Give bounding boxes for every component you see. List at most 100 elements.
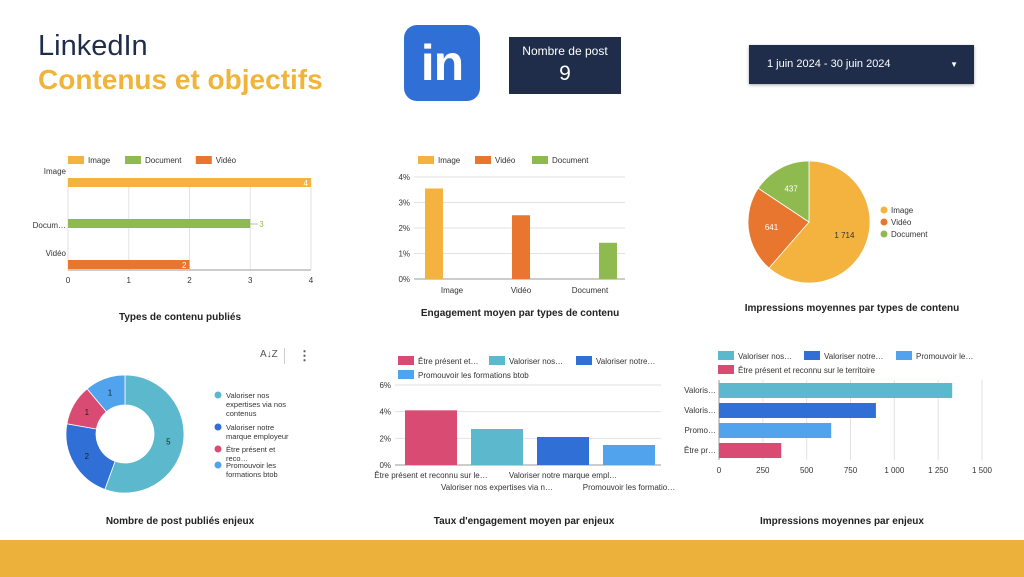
date-range-picker[interactable]: 1 juin 2024 - 30 juin 2024 ▼ <box>749 45 974 84</box>
c4-legend-dot <box>214 461 222 469</box>
c4-legend-line: Valoriser notre <box>226 423 274 432</box>
c5-category: Valoriser nos expertises via n… <box>441 483 553 492</box>
c2-ytick: 2% <box>398 224 410 233</box>
c1-legend-label-2: Vidéo <box>216 156 237 165</box>
c1-bar <box>68 260 190 269</box>
c2-legend-swatch-1 <box>475 156 491 164</box>
c6-legend-label: Valoriser notre… <box>824 352 883 361</box>
c2-ytick: 4% <box>398 173 410 182</box>
c2-legend-swatch-2 <box>532 156 548 164</box>
c6-category: Promo… <box>684 426 716 435</box>
c5-title: Taux d'engagement moyen par enjeux <box>434 516 615 527</box>
c6-legend-swatch <box>804 351 820 360</box>
c5-legend-swatch <box>398 370 414 379</box>
c2-category: Image <box>441 286 464 295</box>
c6-xtick: 750 <box>844 466 858 475</box>
kpi-label: Nombre de post <box>522 44 608 58</box>
c4-legend-label: Valoriser notre marque employeur <box>226 423 289 441</box>
c5-category: Promouvoir les formatio… <box>583 483 675 492</box>
c4-legend-label: Valoriser nos expertises via nos contenus <box>226 391 286 418</box>
c1-legend-label-1: Document <box>145 156 182 165</box>
c5-bar <box>471 429 523 465</box>
c3-legend-label: Document <box>891 230 928 239</box>
dropdown-caret-icon: ▼ <box>950 60 958 69</box>
c5-ytick: 4% <box>379 408 391 417</box>
c4-title: Nombre de post publiés enjeux <box>106 516 255 527</box>
c6-xtick: 250 <box>756 466 770 475</box>
c6-xtick: 1 250 <box>928 466 949 475</box>
c1-title: Types de contenu publiés <box>119 312 241 323</box>
c4-value-label: 2 <box>85 452 90 461</box>
c1-data-label: 2 <box>182 261 187 270</box>
c2-legend-label-1: Vidéo <box>495 156 516 165</box>
c2-ytick: 0% <box>398 275 410 284</box>
c3-legend-label: Vidéo <box>891 218 912 227</box>
kpi-post-count-card: Nombre de post 9 <box>509 37 621 94</box>
c6-legend-label: Être présent et reconnu sur le territoir… <box>738 366 876 375</box>
c2-bar <box>425 188 443 279</box>
c4-legend-line: Être présent et <box>226 445 276 454</box>
c6-bar <box>719 443 782 458</box>
c4-value-label: 1 <box>108 389 113 398</box>
c6-xtick: 0 <box>717 466 722 475</box>
c1-bar <box>68 178 311 187</box>
c6-bar <box>719 423 832 438</box>
more-options-icon[interactable]: ⋮ <box>298 348 311 363</box>
c4-legend-line: Valoriser nos <box>226 391 269 400</box>
c5-category: Valoriser notre marque empl… <box>509 471 617 480</box>
c1-legend-swatch-0 <box>68 156 84 164</box>
c4-value-label: 1 <box>85 408 90 417</box>
c4-legend-line: formations btob <box>226 470 278 479</box>
c6-category: Être pr… <box>684 446 716 455</box>
c5-legend-label: Être présent et… <box>418 357 478 366</box>
c4-legend-line: contenus <box>226 409 257 418</box>
dashboard-subtitle: Contenus et objectifs <box>38 64 323 95</box>
c1-legend-label-0: Image <box>88 156 111 165</box>
c1-category: Docum… <box>33 221 66 230</box>
c2-category: Vidéo <box>511 286 532 295</box>
c5-ytick: 0% <box>379 461 391 470</box>
c5-legend-label: Valoriser nos… <box>509 357 563 366</box>
c5-legend-label: Promouvoir les formations btob <box>418 371 529 380</box>
c1-xtick: 2 <box>187 276 192 285</box>
c4-value-label: 5 <box>166 438 171 447</box>
footer-band <box>0 540 1024 577</box>
c4-legend-dot <box>214 391 222 399</box>
c1-xtick: 3 <box>248 276 253 285</box>
c6-legend-label: Promouvoir le… <box>916 352 973 361</box>
c6-legend-label: Valoriser nos… <box>738 352 792 361</box>
c5-legend-swatch <box>489 356 505 365</box>
c3-legend-dot <box>880 206 888 214</box>
c4-legend-label: Être présent et reco… <box>226 445 276 463</box>
c4-slice <box>104 374 185 494</box>
c6-xtick: 1 000 <box>884 466 905 475</box>
c6-legend-swatch <box>718 351 734 360</box>
c6-bar <box>719 403 876 418</box>
c3-slice <box>757 160 810 223</box>
c2-legend-swatch-0 <box>418 156 434 164</box>
c3-value-label: 641 <box>765 223 779 232</box>
c6-category: Valoris… <box>684 386 716 395</box>
c5-ytick: 6% <box>379 381 391 390</box>
c2-ytick: 1% <box>398 250 410 259</box>
c1-legend-swatch-1 <box>125 156 141 164</box>
c3-legend-dot <box>880 230 888 238</box>
c6-legend-swatch <box>896 351 912 360</box>
sort-az-icon[interactable]: A↓Z <box>260 349 278 360</box>
c6-category: Valoris… <box>684 406 716 415</box>
c6-xtick: 500 <box>800 466 814 475</box>
c3-value-label: 437 <box>784 185 798 194</box>
c2-ytick: 3% <box>398 199 410 208</box>
c4-legend-line: marque employeur <box>226 432 289 441</box>
date-range-label: 1 juin 2024 - 30 juin 2024 <box>767 58 891 70</box>
c2-legend-label-2: Document <box>552 156 589 165</box>
c4-slice <box>86 374 126 413</box>
c5-bar <box>537 437 589 465</box>
c3-value-label: 1 714 <box>834 231 855 240</box>
c4-legend-dot <box>214 423 222 431</box>
kpi-value: 9 <box>559 62 571 85</box>
c1-category: Image <box>44 167 67 176</box>
c1-data-label: 3 <box>259 220 264 229</box>
c1-xtick: 0 <box>66 276 71 285</box>
c5-legend-swatch <box>576 356 592 365</box>
